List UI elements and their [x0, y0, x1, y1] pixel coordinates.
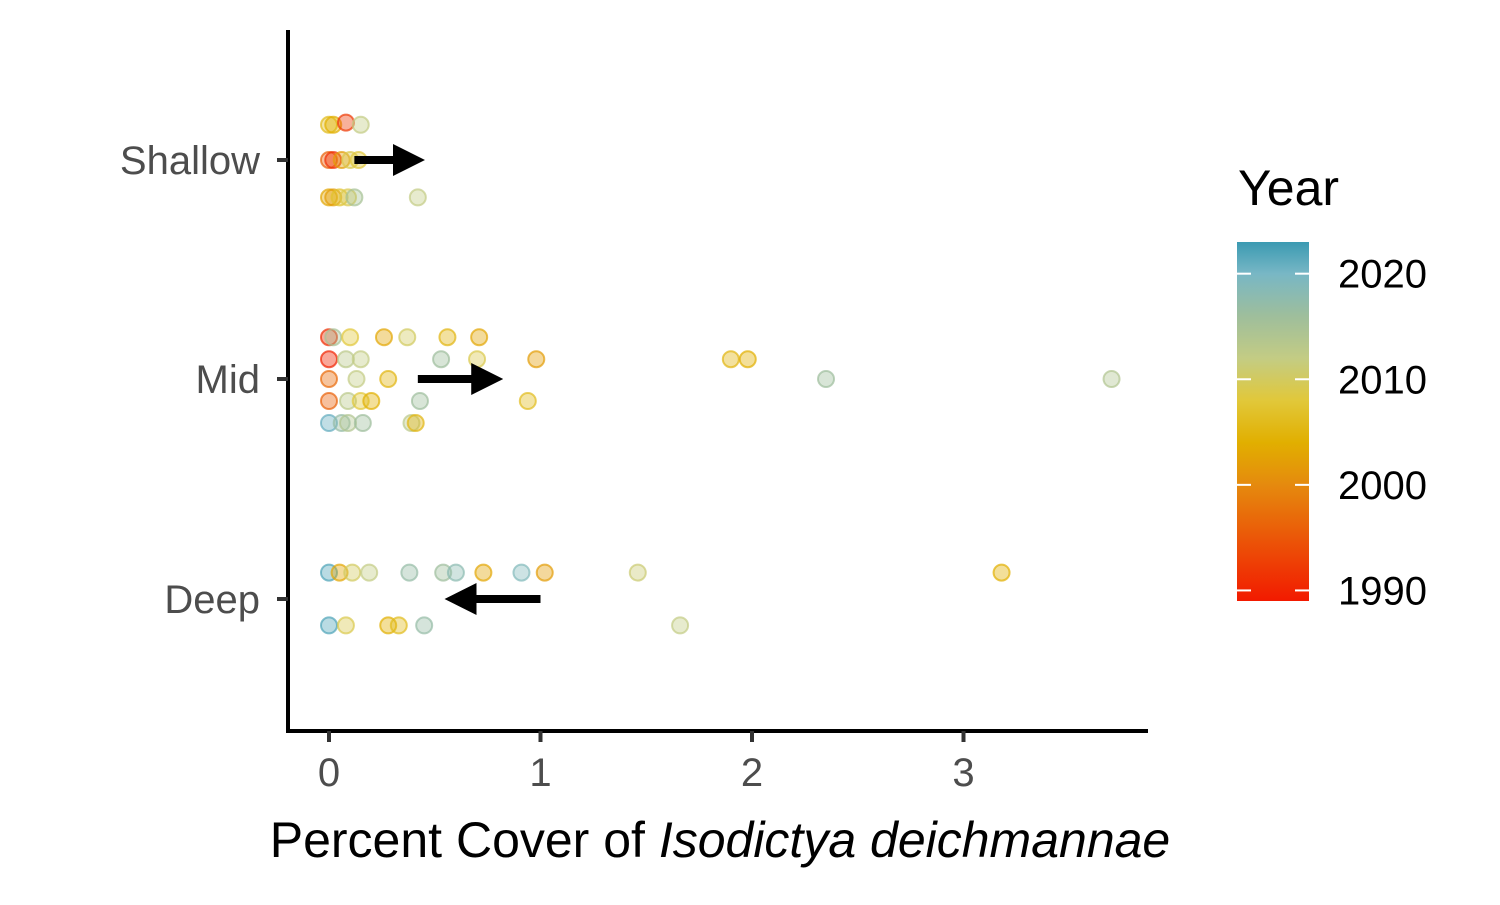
data-point — [320, 151, 338, 169]
data-point — [343, 563, 362, 582]
axes: 0 1 2 3 Deep Mid Shallow — [120, 30, 1148, 795]
data-point — [351, 115, 370, 134]
data-point — [339, 188, 358, 207]
legend-tick-label: 2010 — [1338, 358, 1427, 402]
x-tick-label: 0 — [318, 751, 340, 795]
data-points — [320, 113, 1121, 635]
data-point — [415, 616, 434, 635]
data-point — [512, 563, 531, 582]
legend-title: Year — [1238, 160, 1339, 216]
data-point — [400, 563, 419, 582]
data-point — [332, 414, 351, 432]
data-point — [518, 392, 537, 410]
data-point — [402, 414, 421, 432]
data-point — [324, 188, 343, 207]
data-point — [1102, 370, 1121, 388]
data-point — [410, 392, 429, 410]
data-point — [320, 616, 338, 635]
data-point — [360, 563, 379, 582]
data-point — [320, 115, 338, 134]
x-axis-title-prefix: Percent Cover of — [270, 812, 659, 868]
data-point — [320, 370, 338, 388]
year-legend: Year 1990 2000 2010 2020 — [1237, 160, 1427, 613]
data-point — [330, 563, 349, 582]
data-point — [817, 370, 836, 388]
data-point — [351, 350, 370, 369]
data-point — [379, 370, 398, 388]
data-point — [320, 392, 338, 410]
data-point — [339, 392, 358, 410]
x-tick-label: 2 — [741, 751, 763, 795]
data-point — [628, 563, 647, 582]
trend-arrows — [354, 144, 541, 615]
data-point — [408, 188, 427, 207]
data-point — [339, 414, 358, 432]
data-point — [992, 563, 1011, 582]
data-point — [738, 350, 757, 369]
data-point — [432, 350, 451, 369]
legend-tick-label: 2000 — [1338, 464, 1427, 508]
data-point — [347, 370, 366, 388]
y-tick-label: Mid — [196, 358, 260, 402]
data-point — [320, 350, 338, 369]
legend-tick-label: 2020 — [1338, 253, 1427, 297]
data-point — [345, 188, 364, 207]
x-axis-title: Percent Cover of Isodictya deichmannae — [270, 812, 1171, 868]
y-tick-label: Deep — [164, 578, 260, 622]
data-point — [470, 328, 489, 347]
x-tick-label: 3 — [952, 751, 974, 795]
data-point — [671, 616, 690, 635]
data-point — [468, 350, 487, 369]
data-point — [398, 328, 417, 347]
y-tick-label: Shallow — [120, 139, 260, 183]
data-point — [336, 113, 355, 132]
data-point — [336, 350, 355, 369]
data-point — [474, 563, 493, 582]
data-point — [362, 392, 381, 410]
data-point — [341, 328, 360, 347]
data-point — [438, 328, 457, 347]
data-point — [320, 328, 338, 347]
data-point — [389, 616, 408, 635]
data-point — [336, 616, 355, 635]
data-point — [406, 414, 425, 432]
data-point — [353, 414, 372, 432]
legend-tick-label: 1990 — [1338, 569, 1427, 613]
data-point — [446, 563, 465, 582]
data-point — [721, 350, 740, 369]
x-axis-title-species: Isodictya deichmannae — [659, 812, 1170, 868]
data-point — [374, 328, 393, 347]
data-point — [434, 563, 453, 582]
data-point — [535, 563, 554, 582]
data-point — [320, 414, 338, 432]
data-point — [324, 328, 343, 347]
x-tick-label: 1 — [529, 751, 551, 795]
legend-colorbar — [1237, 242, 1309, 601]
data-point — [527, 350, 546, 369]
